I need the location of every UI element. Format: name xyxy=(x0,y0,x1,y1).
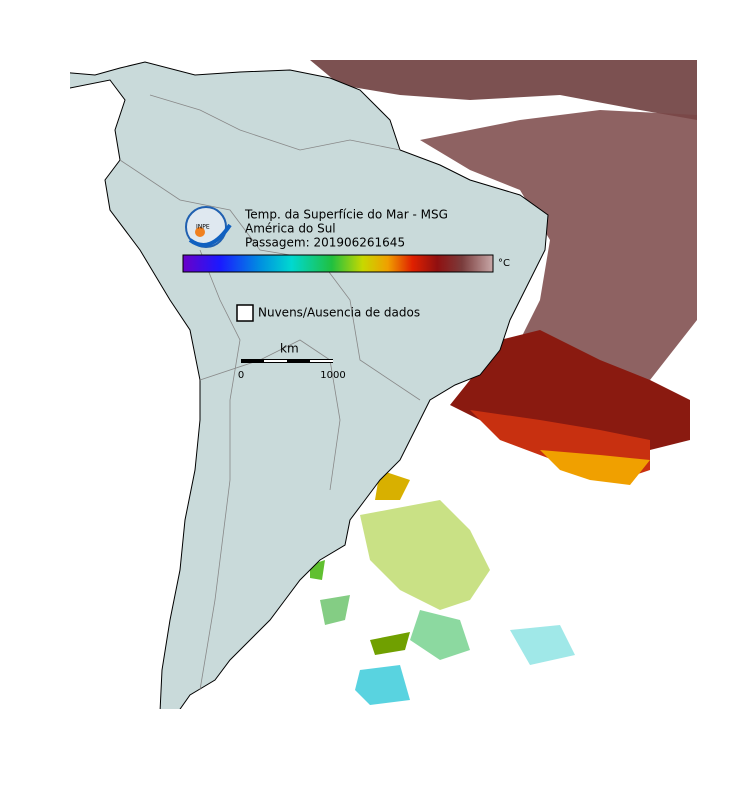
scale-bar xyxy=(241,359,333,363)
scale-end: 1000 xyxy=(320,370,345,381)
logo: INPE xyxy=(185,206,232,248)
region: América do Sul xyxy=(245,222,336,236)
colorbar xyxy=(182,254,494,273)
sst-field xyxy=(310,60,697,705)
map-body xyxy=(70,60,697,709)
logo-text: INPE xyxy=(196,224,210,231)
borders xyxy=(119,94,421,691)
legend-label: Nuvens/Ausencia de dados xyxy=(258,306,420,320)
legend-swatch xyxy=(236,304,254,322)
scale-unit: km xyxy=(280,342,299,356)
colorbar-unit: °C xyxy=(498,258,510,269)
pass-time: Passagem: 201906261645 xyxy=(245,236,405,250)
scale-start: 0 xyxy=(238,370,244,381)
title: Temp. da Superfície do Mar - MSG xyxy=(244,208,448,222)
